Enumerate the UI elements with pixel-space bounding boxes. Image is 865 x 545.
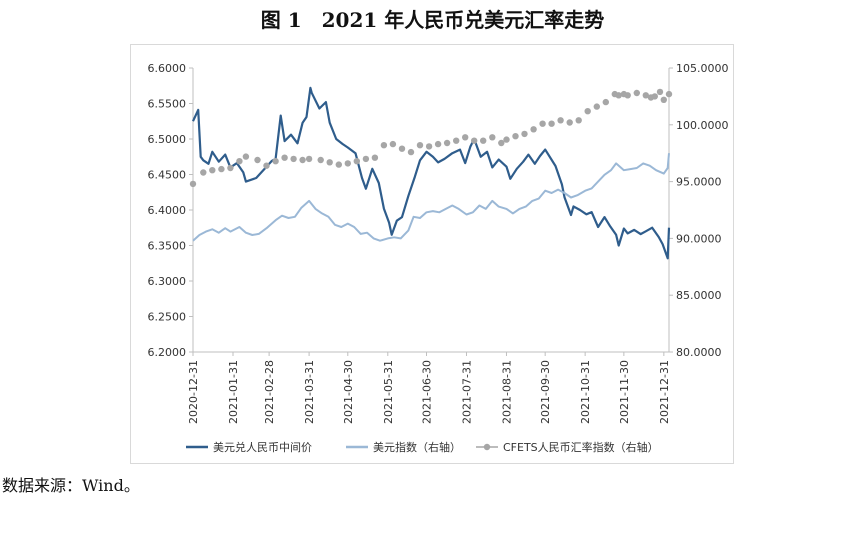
series-point-3 <box>305 155 313 163</box>
series-point-3 <box>665 90 673 98</box>
series-point-3 <box>281 154 288 161</box>
series-point-3 <box>503 136 510 143</box>
series-point-3 <box>530 126 537 133</box>
series-point-3 <box>416 142 424 149</box>
x-axis-tick-label: 2021-02-28 <box>263 360 276 424</box>
left-axis-tick-label: 6.5000 <box>148 133 187 146</box>
series-point-3 <box>290 155 297 163</box>
x-axis-tick-label: 2021-12-31 <box>658 360 671 424</box>
series-point-3 <box>575 117 582 124</box>
legend-label-2: 美元指数（右轴） <box>373 440 461 454</box>
series-point-3 <box>209 167 216 174</box>
x-axis-tick-label: 2021-10-31 <box>579 360 592 424</box>
series-point-3 <box>380 142 388 149</box>
left-axis-tick-label: 6.5500 <box>148 98 187 111</box>
series-point-3 <box>471 137 478 144</box>
series-point-3 <box>453 137 460 144</box>
x-axis-tick-label: 2021-07-31 <box>460 360 473 424</box>
series-point-3 <box>317 156 324 164</box>
series-point-3 <box>263 162 270 169</box>
series-point-3 <box>557 117 564 124</box>
x-axis-tick-label: 2021-06-30 <box>420 360 433 424</box>
right-axis-tick-label: 95.0000 <box>676 176 722 189</box>
series-point-3 <box>615 92 622 99</box>
series-point-3 <box>480 137 487 144</box>
x-axis-tick-label: 2020-12-31 <box>187 360 200 424</box>
right-axis-tick-label: 100.0000 <box>676 119 729 132</box>
series-point-3 <box>651 93 658 100</box>
series-point-3 <box>389 140 397 148</box>
series-point-3 <box>462 134 469 141</box>
series-point-3 <box>344 160 351 167</box>
series-point-3 <box>539 120 546 127</box>
series-point-3 <box>299 156 306 164</box>
series-point-3 <box>335 161 342 168</box>
series-point-3 <box>272 158 279 165</box>
series-point-3 <box>660 96 667 103</box>
series-point-3 <box>362 155 370 163</box>
left-axis-tick-label: 6.4000 <box>148 204 187 217</box>
series-line-1 <box>192 86 671 260</box>
x-axis-tick-label: 2021-03-31 <box>303 360 316 424</box>
right-axis-tick-label: 85.0000 <box>676 289 722 302</box>
series-point-3 <box>200 169 207 176</box>
data-source-note: 数据来源：Wind。 <box>2 476 140 495</box>
series-point-3 <box>512 133 519 140</box>
series-point-3 <box>443 139 451 147</box>
series-point-3 <box>584 108 591 115</box>
x-axis-tick-label: 2021-01-31 <box>227 360 240 424</box>
legend-label-1: 美元兑人民币中间价 <box>213 440 312 454</box>
series-point-3 <box>326 159 333 166</box>
series-point-3 <box>498 139 505 147</box>
series-point-3 <box>548 120 555 127</box>
x-axis-tick-label: 2021-08-31 <box>500 360 513 424</box>
right-axis-tick-label: 90.0000 <box>676 232 722 245</box>
left-axis-tick-label: 6.6000 <box>148 62 187 75</box>
series-point-3 <box>227 164 234 172</box>
series-point-3 <box>566 119 573 126</box>
chart-frame: 6.2000 6.2500 6.3000 6.3500 6.4000 6.4500 6.50… <box>130 44 734 464</box>
series-point-3 <box>398 145 406 152</box>
legend-swatch-dot-3 <box>483 443 491 451</box>
left-axis-tick-label: 6.3000 <box>148 275 187 288</box>
series-point-3 <box>254 156 261 164</box>
series-point-3 <box>642 92 649 99</box>
left-axis-tick-label: 6.2000 <box>148 346 187 359</box>
series-point-3 <box>189 180 197 188</box>
left-axis-tick-label: 6.4500 <box>148 169 187 182</box>
series-point-3 <box>489 134 496 141</box>
series-point-3 <box>407 148 415 156</box>
series-point-3 <box>242 153 250 160</box>
legend-label-3: CFETS人民币汇率指数（右轴） <box>503 440 659 454</box>
series-point-3 <box>434 140 442 148</box>
series-point-3 <box>425 143 433 150</box>
right-axis-tick-label: 105.0000 <box>676 62 729 75</box>
series-point-3 <box>624 92 631 99</box>
series-point-3 <box>593 103 600 110</box>
series-point-3 <box>521 130 528 138</box>
x-axis-tick-label: 2021-05-31 <box>382 360 395 424</box>
series-point-3 <box>371 154 379 161</box>
right-axis-tick-label: 80.0000 <box>676 346 722 359</box>
left-axis-tick-label: 6.2500 <box>148 311 187 324</box>
left-axis-tick-label: 6.3500 <box>148 240 187 253</box>
series-line-2 <box>192 153 670 242</box>
series-point-3 <box>353 158 360 165</box>
x-axis-tick-label: 2021-09-30 <box>539 360 552 424</box>
series-point-3 <box>218 165 225 173</box>
series-point-3 <box>236 158 243 165</box>
x-axis-tick-label: 2021-11-30 <box>618 360 631 424</box>
series-point-3 <box>633 89 640 97</box>
figure-title: 图 1 2021 年人民币兑美元汇率走势 <box>260 8 605 32</box>
series-point-3 <box>656 88 664 96</box>
x-axis-tick-label: 2021-04-30 <box>342 360 355 424</box>
rmb-usd-chart: 6.2000 6.2500 6.3000 6.3500 6.4000 6.4500 6.50… <box>148 62 729 454</box>
series-point-3 <box>602 98 609 106</box>
